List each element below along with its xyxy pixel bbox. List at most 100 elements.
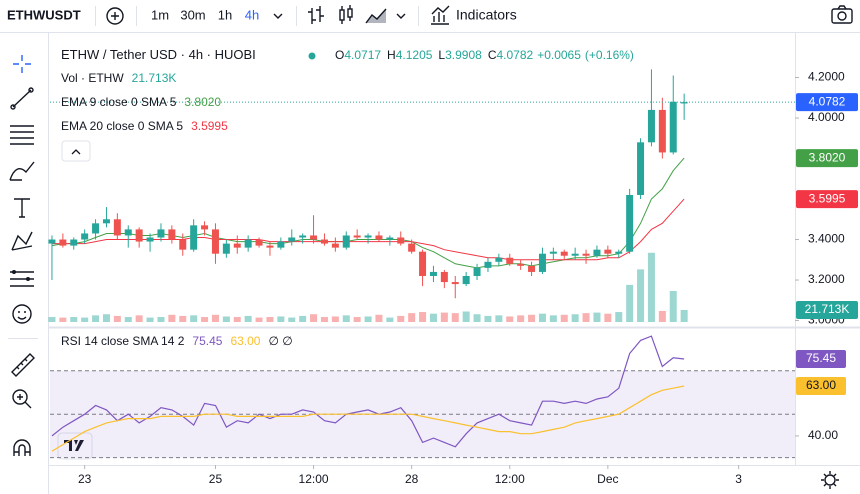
magnet-tool[interactable] xyxy=(13,439,31,456)
legend-title: ETHW / Tether USD · 4h · HUOBI xyxy=(61,47,256,62)
x-tick-label: 28 xyxy=(405,472,419,486)
candle-body xyxy=(353,235,361,238)
emoji-tool[interactable] xyxy=(12,304,32,324)
candle-body xyxy=(211,229,219,254)
volume-bar xyxy=(81,317,89,322)
candle-body xyxy=(506,257,514,264)
pattern-tool[interactable] xyxy=(11,231,33,251)
candle-body xyxy=(571,253,579,256)
candle-body xyxy=(48,239,56,244)
candle-body xyxy=(462,275,470,285)
brush-tool[interactable] xyxy=(9,161,35,181)
candles-style-button[interactable] xyxy=(339,5,353,24)
indicator-line xyxy=(51,385,685,452)
interval-button[interactable]: 1m xyxy=(151,7,169,22)
volume-bar xyxy=(593,312,601,322)
measure-tool[interactable] xyxy=(10,270,34,287)
ema-tag-label: 3.8020 xyxy=(809,150,846,164)
volume-bar xyxy=(604,313,612,322)
interval-dropdown[interactable] xyxy=(273,13,283,19)
x-tick-label: 12:00 xyxy=(299,472,329,486)
volume-bar xyxy=(506,316,514,322)
candle-body xyxy=(233,243,241,248)
volume-bar xyxy=(615,312,623,322)
collapse-legend-button[interactable] xyxy=(61,140,91,162)
volume-bar xyxy=(669,290,677,322)
candle-body xyxy=(440,271,448,283)
volume-bar xyxy=(528,314,536,322)
volume-bar xyxy=(658,310,666,322)
candle-body xyxy=(70,239,78,246)
ruler-tool[interactable] xyxy=(11,353,35,377)
volume-bar xyxy=(277,316,285,322)
zoom-tool[interactable] xyxy=(12,389,32,409)
candle-body xyxy=(604,249,612,254)
volume-bar xyxy=(146,317,154,322)
candle-body xyxy=(386,237,394,240)
rsi-tag xyxy=(796,349,846,368)
interval-button[interactable]: 1h xyxy=(218,7,232,22)
area-style-button[interactable] xyxy=(365,8,387,24)
legend-value: 3.8020 xyxy=(184,95,221,109)
y-tick-label: 3.2000 xyxy=(808,272,845,286)
rsi-extra: ∅ ∅ xyxy=(268,334,292,348)
volume-bar xyxy=(549,315,557,322)
candle-body xyxy=(517,263,525,266)
logo[interactable] xyxy=(57,432,93,460)
rsi-value: 63.00 xyxy=(230,334,260,348)
volume-bar xyxy=(48,317,56,322)
volume-bar xyxy=(288,317,296,322)
volume-bar xyxy=(135,315,143,322)
chevron xyxy=(71,149,81,155)
volume-bar xyxy=(495,315,503,322)
trendline-tool[interactable] xyxy=(10,87,34,110)
interval-button[interactable]: 4h xyxy=(245,7,259,22)
volume-bar xyxy=(222,316,230,322)
candle-body xyxy=(244,239,252,248)
volume-bar xyxy=(440,312,448,322)
indicator-line xyxy=(51,335,685,448)
rsi-value: 75.45 xyxy=(192,334,222,348)
settings-button[interactable] xyxy=(821,471,839,489)
candle-body xyxy=(201,225,209,230)
ema-tag-label: 3.5995 xyxy=(809,191,846,205)
screenshot-button[interactable] xyxy=(831,5,853,24)
x-tick-label: Dec xyxy=(597,472,618,486)
candle-body xyxy=(495,257,503,262)
volume-bar xyxy=(647,252,655,322)
candle-body xyxy=(680,102,688,104)
x-tick-label: 23 xyxy=(78,472,92,486)
bars-style-button[interactable] xyxy=(308,6,324,24)
volume-bar xyxy=(637,269,645,322)
candle-body xyxy=(179,239,187,250)
fib-tool[interactable] xyxy=(10,125,34,145)
text-tool[interactable] xyxy=(14,198,30,218)
change-value: +0.0065 xyxy=(537,48,581,62)
crosshair-tool[interactable] xyxy=(13,55,31,73)
volume-name: Vol · ETHW xyxy=(61,71,124,85)
candle-body xyxy=(582,253,590,256)
candle-body xyxy=(81,233,89,240)
volume-bar xyxy=(342,315,350,322)
candle-body xyxy=(310,235,318,240)
candle-body xyxy=(266,245,274,248)
add-symbol-button[interactable] xyxy=(106,7,124,25)
volume-tag-label: 21.713K xyxy=(805,302,850,316)
indicators-button[interactable] xyxy=(431,5,450,25)
ohlc-label: C xyxy=(488,48,497,62)
ohlc-value: 3.9908 xyxy=(445,48,482,62)
volume-bar xyxy=(266,317,274,322)
interval-button[interactable]: 30m xyxy=(180,7,205,22)
volume-bar xyxy=(517,315,525,322)
ema-legend: EMA 9 close 0 SMA 5 3.8020 xyxy=(61,95,221,109)
style-dropdown[interactable] xyxy=(396,13,406,19)
candle-body xyxy=(484,261,492,268)
indicators-label[interactable]: Indicators xyxy=(456,7,517,23)
symbol[interactable]: ETHWUSDT xyxy=(7,7,81,22)
change-percent: (+0.16%) xyxy=(585,48,634,62)
x-tick-label: 25 xyxy=(209,472,223,486)
volume-legend: Vol · ETHW 21.713K xyxy=(61,71,176,85)
volume-bar xyxy=(375,314,383,322)
